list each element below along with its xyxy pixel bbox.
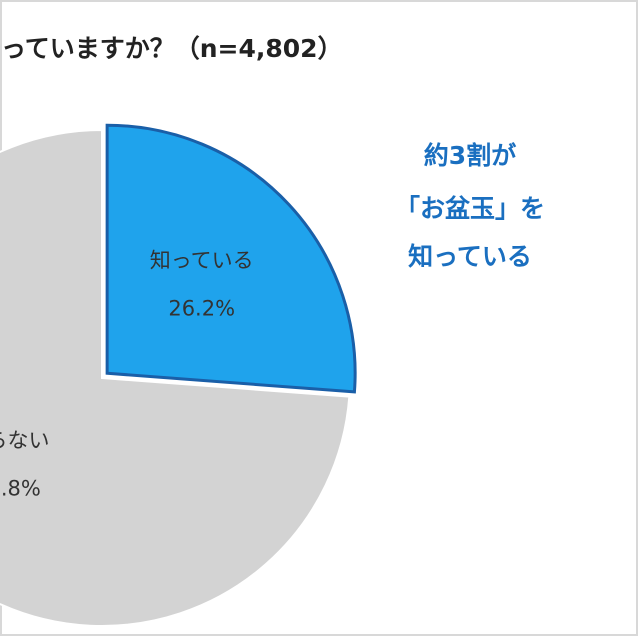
slice-label: 知らない (0, 429, 49, 453)
pie-slice (0, 128, 351, 627)
annotation-line: 約3割が (424, 141, 516, 170)
value-label: 73.8% (0, 477, 41, 501)
value-label: 26.2% (168, 297, 235, 321)
slice-label: 知っている (150, 249, 254, 273)
annotation-line: 知っている (408, 242, 532, 271)
pie (0, 123, 357, 627)
annotation-line: 「お盆玉」を (395, 194, 545, 223)
chart-title: 知っていますか？（n=4,802） (0, 34, 343, 63)
pie-slice (105, 123, 357, 394)
